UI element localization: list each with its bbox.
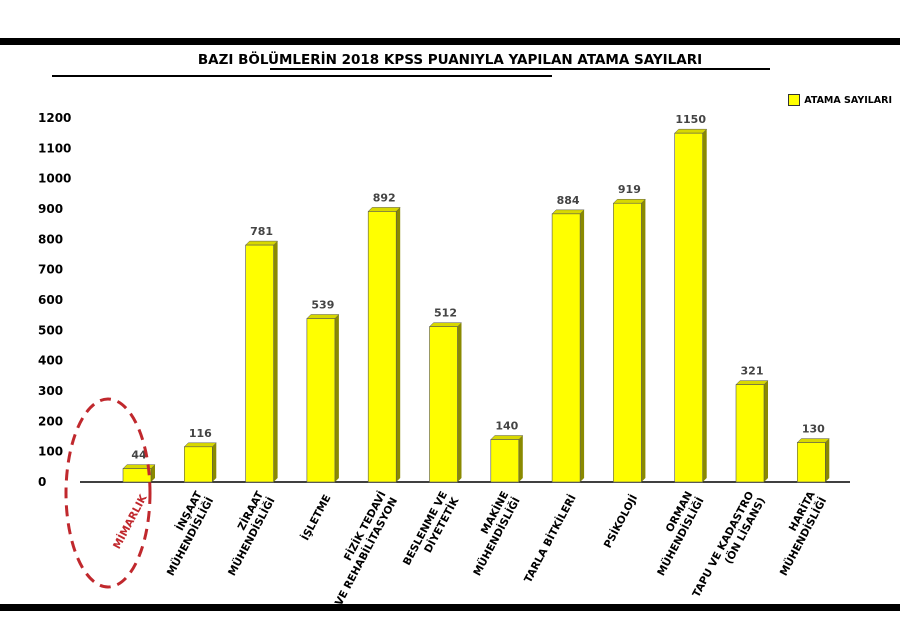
data-label: 44: [131, 449, 147, 462]
y-tick-label: 500: [38, 323, 63, 337]
data-label: 884: [557, 194, 580, 207]
bar-side: [825, 438, 830, 482]
bar-group: [674, 128, 708, 483]
highlight-circle: [64, 397, 152, 589]
bar: [551, 213, 581, 483]
bar-top: [244, 240, 279, 246]
data-label: 1150: [675, 113, 706, 126]
bar: [245, 244, 274, 483]
bar: [367, 211, 397, 483]
bar-top: [122, 464, 156, 469]
x-tick-label: İNŞAATMÜHENDİSLİĞİ: [152, 488, 217, 578]
data-label: 130: [802, 423, 825, 436]
x-axis-labels: MİMARLIK İNŞAATMÜHENDİSLİĞİ ZİRAATMÜHENDİS…: [109, 488, 829, 608]
bar-group: [796, 438, 830, 483]
data-label: 321: [741, 365, 764, 378]
bar-side: [396, 207, 401, 482]
bar: [122, 468, 152, 483]
y-tick-label: 700: [38, 263, 63, 277]
bar-top: [612, 198, 647, 204]
bar-group: [490, 435, 524, 483]
y-tick-label: 300: [38, 384, 63, 398]
bar: [184, 446, 213, 483]
x-tick-label: MAKİNEMÜHENDİSLİĞİ: [458, 489, 523, 579]
bar-top: [551, 209, 585, 215]
bar-side: [212, 442, 217, 482]
bar-side: [702, 129, 707, 482]
legend: ATAMA SAYILARI: [788, 94, 892, 106]
x-tick-label: TARLA BİTKİLERİ: [520, 492, 578, 585]
bar-group: [735, 380, 769, 483]
bar-group: [612, 198, 647, 483]
y-tick-label: 600: [38, 293, 63, 307]
x-tick-label: ZİRAATMÜHENDİSLİĞİ: [213, 488, 278, 578]
x-tick-label: MİMARLIK: [109, 491, 150, 551]
y-tick-label: 1000: [38, 172, 71, 186]
y-tick-label: 100: [38, 445, 63, 459]
y-tick-label: 1200: [38, 111, 71, 125]
legend-label: ATAMA SAYILARI: [804, 94, 892, 106]
x-tick-label: FİZİK TEDAVİVE REHABİLİTASYON: [320, 489, 400, 608]
bar: [674, 132, 704, 483]
bar-side: [580, 209, 585, 482]
bar: [735, 384, 765, 483]
bar-group: [122, 464, 156, 483]
data-label: 919: [618, 183, 641, 196]
bar-top: [735, 380, 769, 385]
bar-top: [428, 322, 463, 327]
y-tick-label: 200: [38, 414, 63, 428]
bar-side: [151, 464, 155, 482]
bar-top: [796, 438, 830, 443]
title-underline-upper: [270, 68, 770, 70]
bar-top: [674, 128, 708, 134]
x-tick-label: ORMANMÜHENDİSLİĞİ: [644, 489, 707, 578]
bar-side: [764, 380, 768, 482]
bar: [306, 318, 336, 483]
data-label: 140: [495, 420, 518, 433]
y-tick-label: 0: [38, 475, 46, 489]
title-underline-lower: [52, 75, 552, 77]
chart-title: BAZI BÖLÜMLERİN 2018 KPSS PUANIYLA YAPIL…: [197, 52, 703, 68]
bar: [490, 439, 520, 483]
bar-top: [183, 442, 217, 448]
x-tick-label: İŞLETME: [298, 492, 334, 543]
bars: 44 116 781 539 892 512 140 884 919 1150 321 130: [122, 113, 830, 483]
data-label: 892: [373, 191, 396, 204]
bar-side: [273, 241, 278, 482]
bar-side: [518, 435, 523, 482]
bar-top: [306, 314, 340, 319]
bar-group: [551, 209, 585, 483]
data-label: 781: [250, 225, 273, 238]
bar: [429, 326, 458, 483]
data-label: 116: [189, 427, 212, 440]
bar: [796, 442, 826, 483]
legend-swatch: [788, 94, 801, 106]
bottom-border: [0, 604, 900, 611]
bar-group: [183, 442, 217, 483]
x-tick-label: BESLENME VEDİYETETİK: [401, 489, 462, 574]
data-label: 539: [311, 299, 334, 312]
bar-side: [457, 322, 462, 482]
bar-group: [367, 207, 401, 483]
y-tick-label: 800: [38, 232, 63, 246]
data-label: 512: [434, 307, 457, 320]
bar-side: [641, 199, 646, 482]
x-tick-label: PSİKOLOJİ: [600, 492, 640, 551]
y-tick-label: 900: [38, 202, 63, 216]
y-tick-label: 1100: [38, 141, 71, 155]
bar-top: [490, 435, 524, 440]
bar-group: [428, 322, 463, 483]
x-tick-label: HARİTAMÜHENDİSLİĞİ: [765, 488, 830, 578]
bar-group: [306, 314, 340, 483]
bar: [613, 202, 642, 483]
y-axis: 0 100 200 300 400 500 600 700 800 900 1000 1100 1200: [38, 111, 71, 489]
y-tick-label: 400: [38, 354, 63, 368]
top-border: [0, 38, 900, 45]
bar-side: [334, 314, 339, 482]
bar-group: [244, 240, 279, 483]
bar-top: [367, 207, 401, 212]
